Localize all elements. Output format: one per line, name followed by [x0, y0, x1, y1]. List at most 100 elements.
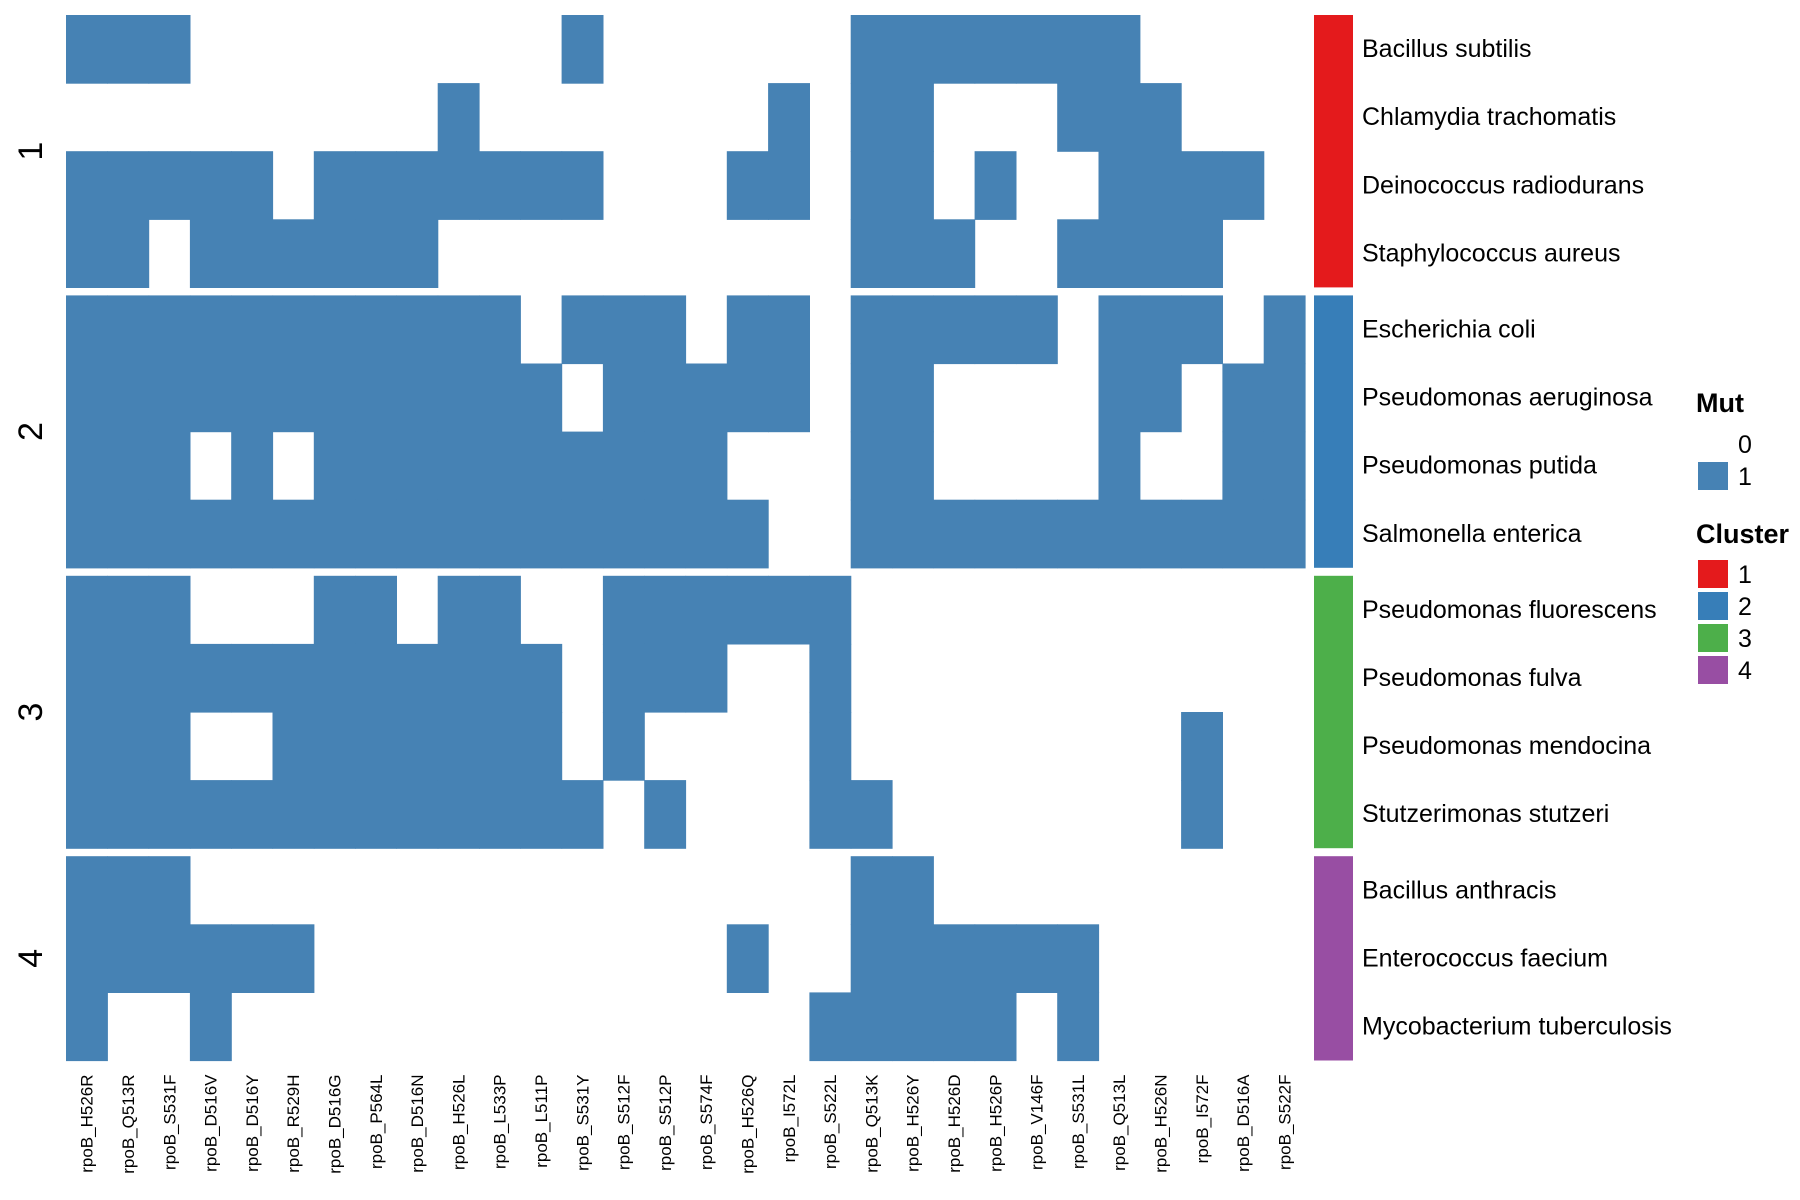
heatmap-cell: [1098, 431, 1141, 501]
column-label: rpoB_D516Y: [243, 1075, 262, 1172]
heatmap-cell: [189, 992, 232, 1062]
heatmap-cell: [1057, 15, 1100, 84]
heatmap-cell: [355, 431, 397, 501]
cluster-annotation-cell: [1314, 295, 1353, 568]
heatmap-cell: [107, 924, 150, 993]
heatmap-cell: [66, 15, 108, 84]
heatmap-cell: [892, 924, 934, 993]
heatmap-cell: [148, 780, 191, 849]
heatmap-cell: [850, 431, 893, 501]
heatmap-cell: [520, 431, 563, 501]
column-label: rpoB_S531F: [160, 1075, 179, 1170]
heatmap-cell: [189, 499, 232, 569]
heatmap-cell: [355, 643, 397, 713]
heatmap-cell: [602, 363, 645, 433]
row-label: Chlamydia trachomatis: [1362, 103, 1616, 131]
heatmap-cell: [809, 575, 852, 645]
heatmap-cell: [231, 780, 274, 849]
heatmap-cell: [892, 363, 934, 433]
heatmap-cell: [107, 499, 150, 569]
heatmap-cell: [1181, 712, 1223, 781]
heatmap-cell: [272, 712, 315, 781]
heatmap-cell: [1098, 295, 1141, 365]
heatmap-cell: [479, 295, 521, 365]
legend-label-cluster: 1: [1738, 561, 1752, 589]
heatmap-cell: [231, 643, 274, 713]
heatmap-cell: [892, 295, 934, 365]
legend-key-cluster: [1698, 592, 1728, 620]
row-label: Pseudomonas putida: [1362, 452, 1597, 480]
heatmap-cell: [1139, 363, 1182, 433]
heatmap-cell: [644, 295, 687, 365]
legend-title-cluster: Cluster: [1696, 519, 1790, 549]
heatmap-cell: [231, 151, 274, 220]
heatmap-cell: [850, 924, 893, 993]
heatmap-cell: [437, 499, 480, 569]
heatmap-cell: [685, 363, 728, 433]
column-label: rpoB_H526Y: [904, 1075, 923, 1172]
heatmap-cell: [231, 431, 274, 501]
heatmap-cell: [313, 643, 356, 713]
heatmap-cell: [644, 575, 687, 645]
heatmap-cell: [396, 643, 439, 713]
heatmap-cell: [437, 363, 480, 433]
heatmap-cell: [107, 151, 150, 220]
heatmap-cell: [644, 363, 687, 433]
heatmap-cell: [66, 295, 108, 365]
heatmap-cells: [66, 15, 1306, 1062]
heatmap-cell: [313, 780, 356, 849]
heatmap-cell: [272, 499, 315, 569]
heatmap-cell: [726, 575, 769, 645]
heatmap-cell: [809, 712, 852, 781]
heatmap-cell: [313, 712, 356, 781]
heatmap-cell: [66, 924, 108, 993]
column-label: rpoB_S512F: [615, 1075, 634, 1170]
heatmap-cell: [520, 712, 563, 781]
cluster-label: 4: [12, 949, 50, 968]
heatmap-cell: [479, 499, 521, 569]
heatmap-cell: [148, 151, 191, 220]
heatmap-cell: [892, 219, 934, 288]
heatmap-cell: [107, 295, 150, 365]
heatmap-cell: [479, 643, 521, 713]
heatmap-cell: [685, 643, 728, 713]
heatmap-cell: [685, 575, 728, 645]
heatmap-cell: [66, 856, 108, 925]
row-label: Pseudomonas aeruginosa: [1362, 384, 1653, 412]
column-label: rpoB_Q513K: [862, 1074, 881, 1173]
heatmap-cell: [1222, 151, 1265, 220]
heatmap-cell: [1057, 924, 1100, 993]
heatmap-cell: [272, 363, 315, 433]
legend-key-mut: [1698, 430, 1728, 458]
heatmap-cell: [355, 151, 397, 220]
heatmap-cell: [313, 431, 356, 501]
heatmap-cell: [726, 151, 769, 220]
heatmap-cell: [726, 924, 769, 993]
heatmap-cell: [148, 363, 191, 433]
row-label: Stutzerimonas stutzeri: [1362, 800, 1609, 828]
heatmap-cell: [272, 219, 315, 288]
heatmap-cell: [850, 15, 893, 84]
heatmap-cell: [850, 992, 893, 1062]
heatmap-cell: [396, 780, 439, 849]
heatmap-cell: [231, 363, 274, 433]
heatmap-cell: [107, 643, 150, 713]
heatmap-cell: [313, 219, 356, 288]
heatmap-cell: [66, 992, 108, 1062]
heatmap-cell: [189, 780, 232, 849]
legend-label-cluster: 4: [1738, 657, 1752, 685]
heatmap-cell: [1139, 83, 1182, 152]
cluster-annotation-cell: [1314, 575, 1353, 849]
column-label: rpoB_Q513L: [1110, 1075, 1129, 1171]
heatmap-cell: [479, 780, 521, 849]
heatmap-cell: [644, 643, 687, 713]
cluster-label: 2: [12, 422, 50, 441]
heatmap-cell: [520, 151, 563, 220]
heatmap-cell: [313, 575, 356, 645]
cluster-label: 3: [12, 703, 50, 722]
row-label: Mycobacterium tuberculosis: [1362, 1012, 1672, 1040]
heatmap-cell: [1057, 83, 1100, 152]
column-label: rpoB_Q513R: [119, 1075, 138, 1174]
heatmap-cell: [850, 151, 893, 220]
heatmap-cell: [1181, 499, 1223, 569]
